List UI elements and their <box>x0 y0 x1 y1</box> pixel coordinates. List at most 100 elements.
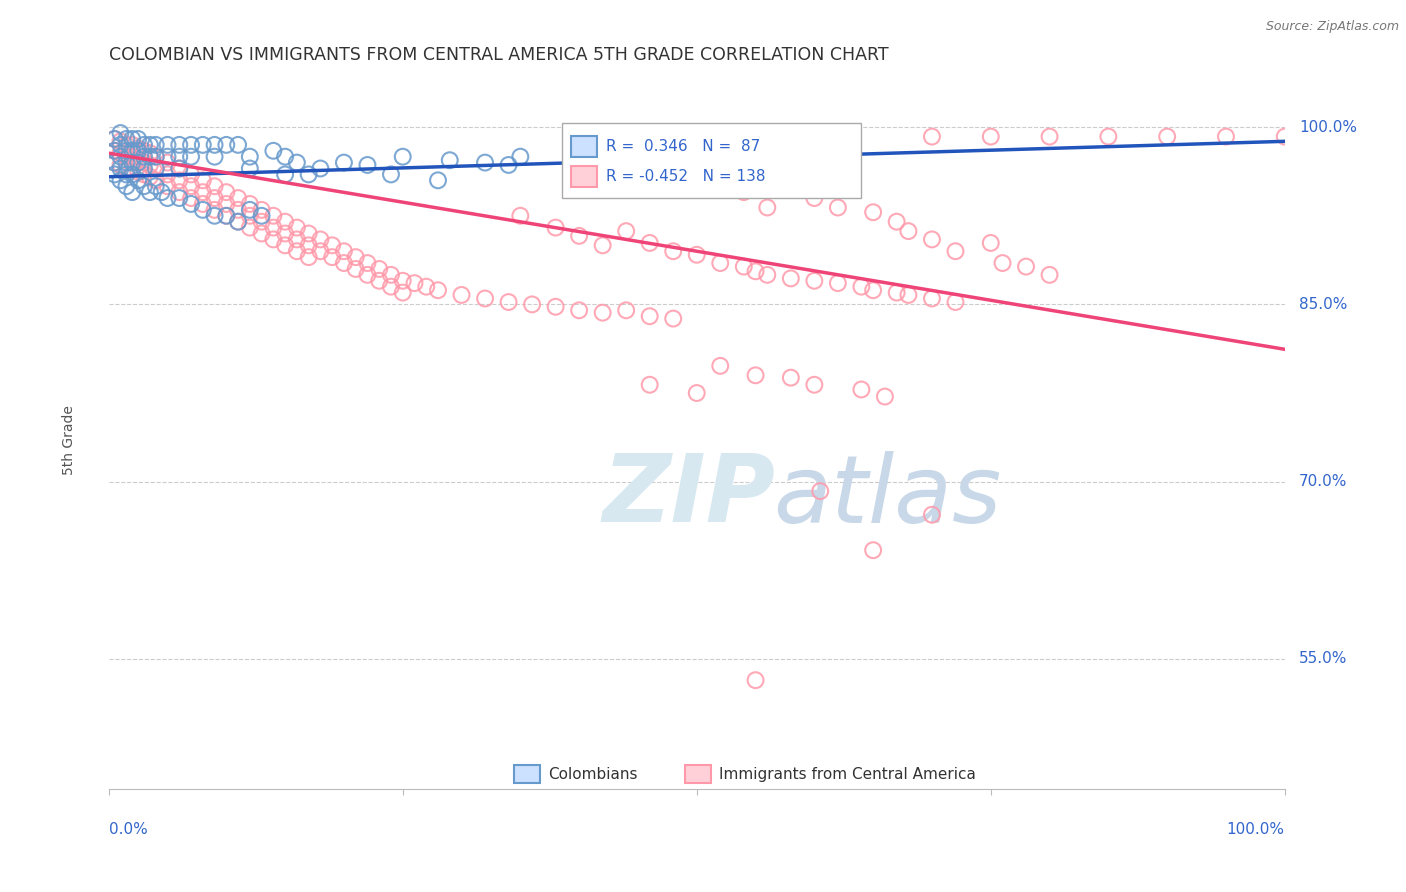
Point <box>127 155 149 169</box>
Point <box>226 215 249 229</box>
Point <box>391 150 413 164</box>
Point <box>132 168 155 182</box>
Point <box>191 197 214 211</box>
Point <box>145 137 167 152</box>
Point <box>104 132 127 146</box>
Point <box>498 158 520 172</box>
Text: R = -0.452   N = 138: R = -0.452 N = 138 <box>606 169 766 185</box>
Point <box>204 137 226 152</box>
Point <box>380 168 402 182</box>
Point <box>239 220 262 235</box>
Point <box>897 224 920 238</box>
Text: atlas: atlas <box>773 450 1001 541</box>
Point <box>298 250 321 264</box>
Point <box>744 264 766 278</box>
Point <box>862 543 884 558</box>
Point <box>1038 268 1060 282</box>
Text: Source: ZipAtlas.com: Source: ZipAtlas.com <box>1265 20 1399 33</box>
Point <box>638 310 661 324</box>
Point <box>121 161 143 176</box>
Point <box>474 155 496 169</box>
Point <box>309 232 332 246</box>
Point <box>980 235 1002 250</box>
Text: 70.0%: 70.0% <box>1299 475 1347 489</box>
Point <box>309 244 332 259</box>
Point <box>104 155 127 169</box>
Point <box>115 179 138 194</box>
Point <box>104 144 127 158</box>
Point <box>344 262 367 277</box>
Point <box>803 377 825 392</box>
Point <box>991 256 1014 270</box>
Point <box>139 169 162 184</box>
Text: 100.0%: 100.0% <box>1227 822 1285 838</box>
Point <box>262 209 284 223</box>
Text: 100.0%: 100.0% <box>1299 120 1357 135</box>
Point <box>115 132 138 146</box>
Point <box>309 161 332 176</box>
Point <box>132 137 155 152</box>
Point <box>921 508 943 522</box>
Point <box>298 168 321 182</box>
Point <box>862 205 884 219</box>
Text: 55.0%: 55.0% <box>1299 651 1347 666</box>
Point <box>733 185 755 199</box>
Point <box>592 238 614 252</box>
Point <box>498 295 520 310</box>
Point <box>139 150 162 164</box>
Point <box>156 150 179 164</box>
Point <box>321 250 343 264</box>
Point <box>127 144 149 158</box>
Point <box>368 262 391 277</box>
Point <box>145 150 167 164</box>
Point <box>779 271 801 285</box>
Point <box>415 279 437 293</box>
Point <box>139 146 162 161</box>
Point <box>803 274 825 288</box>
Point <box>180 197 202 211</box>
Point <box>262 144 284 158</box>
Point <box>110 158 132 172</box>
Point <box>145 173 167 187</box>
Point <box>110 137 132 152</box>
Point <box>638 377 661 392</box>
Point <box>250 227 273 241</box>
Point <box>121 185 143 199</box>
Point <box>851 383 873 397</box>
Point <box>191 202 214 217</box>
Point <box>215 137 238 152</box>
Point <box>215 197 238 211</box>
Point <box>191 137 214 152</box>
Point <box>945 244 967 259</box>
Point <box>662 244 685 259</box>
Point <box>897 288 920 302</box>
Point <box>156 168 179 182</box>
Point <box>110 134 132 148</box>
Point <box>568 228 591 243</box>
Point <box>980 129 1002 144</box>
Point <box>115 150 138 164</box>
Point <box>474 292 496 306</box>
Point <box>191 185 214 199</box>
Point <box>744 673 766 688</box>
Point <box>121 155 143 169</box>
Point <box>1215 129 1237 144</box>
Point <box>627 150 650 164</box>
Point <box>150 185 173 199</box>
FancyBboxPatch shape <box>685 765 711 783</box>
Point <box>321 238 343 252</box>
Point <box>356 268 378 282</box>
Point <box>427 283 450 297</box>
Point <box>139 158 162 172</box>
Point <box>380 268 402 282</box>
Point <box>145 179 167 194</box>
Point <box>110 126 132 140</box>
Point <box>862 283 884 297</box>
Point <box>686 386 709 401</box>
Point <box>121 168 143 182</box>
Point <box>156 155 179 169</box>
Point <box>121 132 143 146</box>
Point <box>156 137 179 152</box>
Point <box>239 150 262 164</box>
Point <box>568 146 591 161</box>
